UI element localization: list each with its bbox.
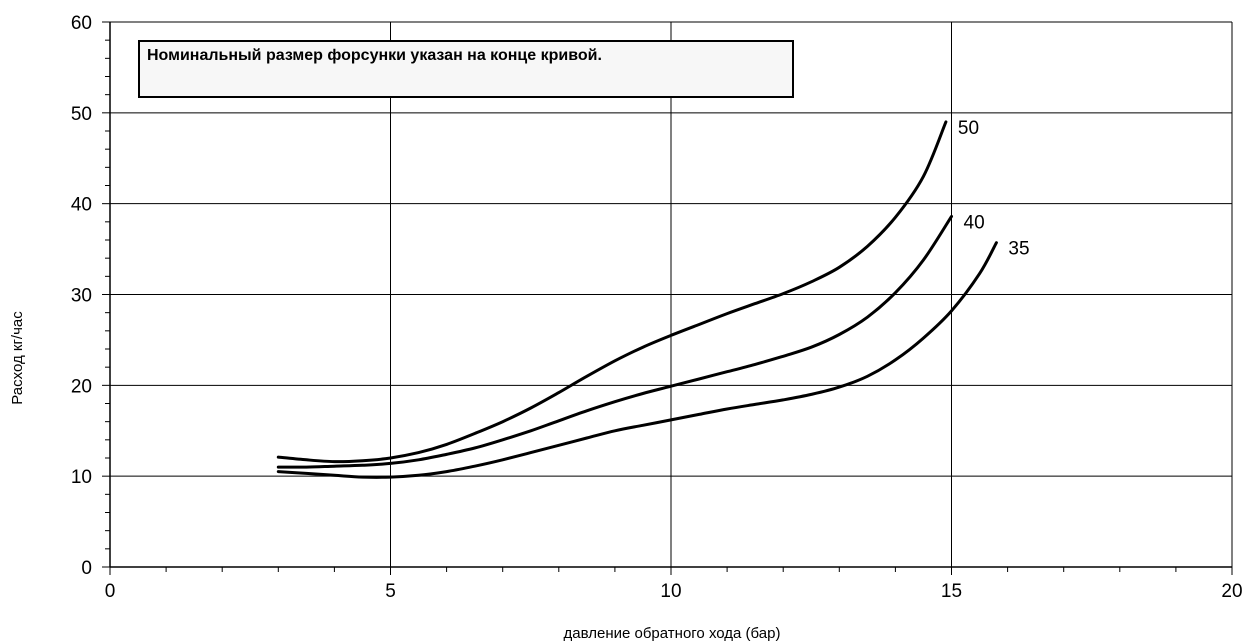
x-tick-label: 0 [105,581,116,602]
axes [102,21,1233,575]
series-lines [276,120,998,479]
y-tick-label: 20 [71,376,92,397]
y-tick-label: 50 [71,104,92,125]
y-tick-label: 10 [71,467,92,488]
x-axis-title: давление обратного хода (бар) [564,625,781,642]
x-tick-label: 5 [385,581,396,602]
x-tick-label: 20 [1221,581,1242,602]
series-label-50: 50 [958,118,979,139]
labels: 0 5 10 15 20 0 10 20 30 40 50 60 50 40 35 [71,13,1243,602]
series-line-40 [276,214,953,469]
y-tick-label: 0 [81,558,92,579]
series-line-35 [276,241,998,479]
x-tick-label: 15 [941,581,962,602]
y-axis-title: Расход кг/час [9,311,26,405]
series-line-50 [276,120,948,464]
y-tick-label: 60 [71,13,92,34]
annotation-text: Номинальный размер форсунки указан на ко… [147,47,602,64]
y-tick-label: 30 [71,286,92,307]
series-label-35: 35 [1008,239,1029,260]
annotation-box: Номинальный размер форсунки указан на ко… [138,40,794,98]
y-tick-label: 40 [71,195,92,216]
series-label-40: 40 [964,212,985,233]
x-tick-label: 10 [660,581,681,602]
